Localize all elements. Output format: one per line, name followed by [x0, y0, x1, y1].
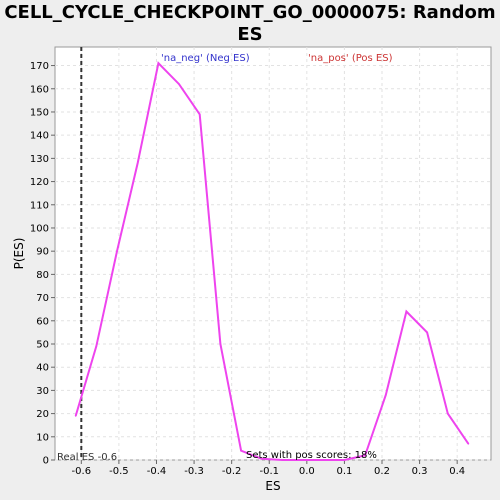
x-tick-label: -0.1 — [259, 466, 279, 477]
x-tick-label: -0.2 — [222, 466, 242, 477]
x-axis-ticks: -0.6 -0.5 -0.4 -0.3 -0.2 -0.1 0.0 0.1 0.2 0.3 0.4 — [72, 460, 466, 477]
x-axis-label: ES — [265, 479, 280, 493]
plot-area — [55, 47, 491, 460]
y-tick-label: 20 — [36, 409, 49, 420]
pos-scores-label: Sets with pos scores: 18% — [246, 450, 377, 461]
y-tick-label: 30 — [36, 386, 49, 397]
y-axis-ticks: 0 10 20 30 40 50 60 70 80 90 100 110 120 130 140 150 160… — [30, 61, 55, 466]
data-point — [220, 343, 222, 345]
x-tick-label: -0.3 — [184, 466, 204, 477]
y-tick-label: 10 — [36, 432, 49, 443]
y-tick-label: 40 — [36, 363, 49, 374]
x-tick-label: 0.2 — [374, 466, 390, 477]
y-tick-label: 100 — [30, 223, 49, 234]
data-point — [178, 83, 180, 85]
y-tick-label: 160 — [30, 84, 49, 95]
x-tick-label: -0.6 — [72, 466, 92, 477]
y-tick-label: 50 — [36, 339, 49, 350]
y-tick-label: 130 — [30, 154, 49, 165]
data-point — [406, 311, 408, 313]
data-point — [240, 450, 242, 452]
data-point — [447, 413, 449, 415]
x-tick-label: -0.4 — [147, 466, 167, 477]
y-tick-label: 150 — [30, 107, 49, 118]
data-point — [426, 332, 428, 334]
y-tick-label: 0 — [43, 456, 49, 467]
x-tick-label: 0.0 — [299, 466, 315, 477]
data-point — [199, 114, 201, 116]
data-point — [158, 62, 160, 64]
data-point — [385, 394, 387, 396]
y-tick-label: 80 — [36, 270, 49, 281]
x-tick-label: 0.3 — [412, 466, 428, 477]
x-tick-label: 0.4 — [449, 466, 465, 477]
data-point — [116, 250, 118, 252]
y-tick-label: 60 — [36, 316, 49, 327]
y-tick-label: 70 — [36, 293, 49, 304]
x-tick-label: -0.5 — [109, 466, 129, 477]
pos-es-label: 'na_pos' (Pos ES) — [308, 53, 393, 64]
y-tick-label: 170 — [30, 61, 49, 72]
y-tick-label: 140 — [30, 131, 49, 142]
neg-es-label: 'na_neg' (Neg ES) — [161, 53, 250, 64]
real-es-label: Real ES -0.6 — [57, 452, 117, 463]
data-point — [468, 443, 470, 445]
x-tick-label: 0.1 — [336, 466, 352, 477]
data-point — [75, 415, 77, 417]
y-axis-label: P(ES) — [12, 238, 26, 270]
y-tick-label: 110 — [30, 200, 49, 211]
y-tick-label: 120 — [30, 177, 49, 188]
data-point — [96, 346, 98, 348]
data-point — [137, 162, 139, 164]
y-tick-label: 90 — [36, 247, 49, 258]
